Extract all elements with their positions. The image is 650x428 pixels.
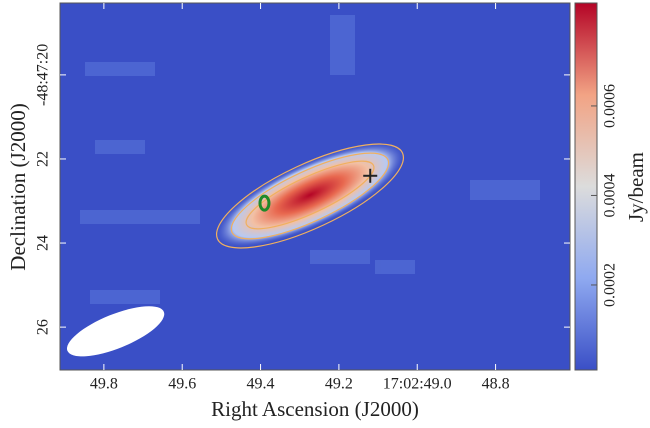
x-tick-label: 48.8 [482, 376, 510, 393]
x-tick-label: 17:02:49.0 [383, 376, 452, 393]
colorbar [575, 3, 597, 370]
x-tick-label: 49.6 [168, 376, 196, 393]
y-axis-label: Declination (J2000) [6, 103, 30, 270]
y-tick-label: 24 [35, 235, 52, 251]
colorbar-label: Jy/beam [624, 152, 648, 222]
figure: Right Ascension (J2000) Declination (J20… [0, 0, 650, 428]
colorbar-tick-label: 0.0002 [602, 263, 619, 307]
y-tick-label: 26 [35, 319, 52, 335]
x-tick-label: 49.8 [90, 376, 118, 393]
x-axis-label: Right Ascension (J2000) [211, 397, 419, 421]
colorbar-tick-label: 0.0004 [602, 173, 619, 217]
y-tick-label: 22 [35, 151, 52, 167]
x-tick-label: 49.4 [247, 376, 275, 393]
x-tick-label: 49.2 [325, 376, 353, 393]
colorbar-tick-label: 0.0006 [602, 84, 619, 128]
y-tick-label: -48:47:20 [35, 44, 52, 106]
